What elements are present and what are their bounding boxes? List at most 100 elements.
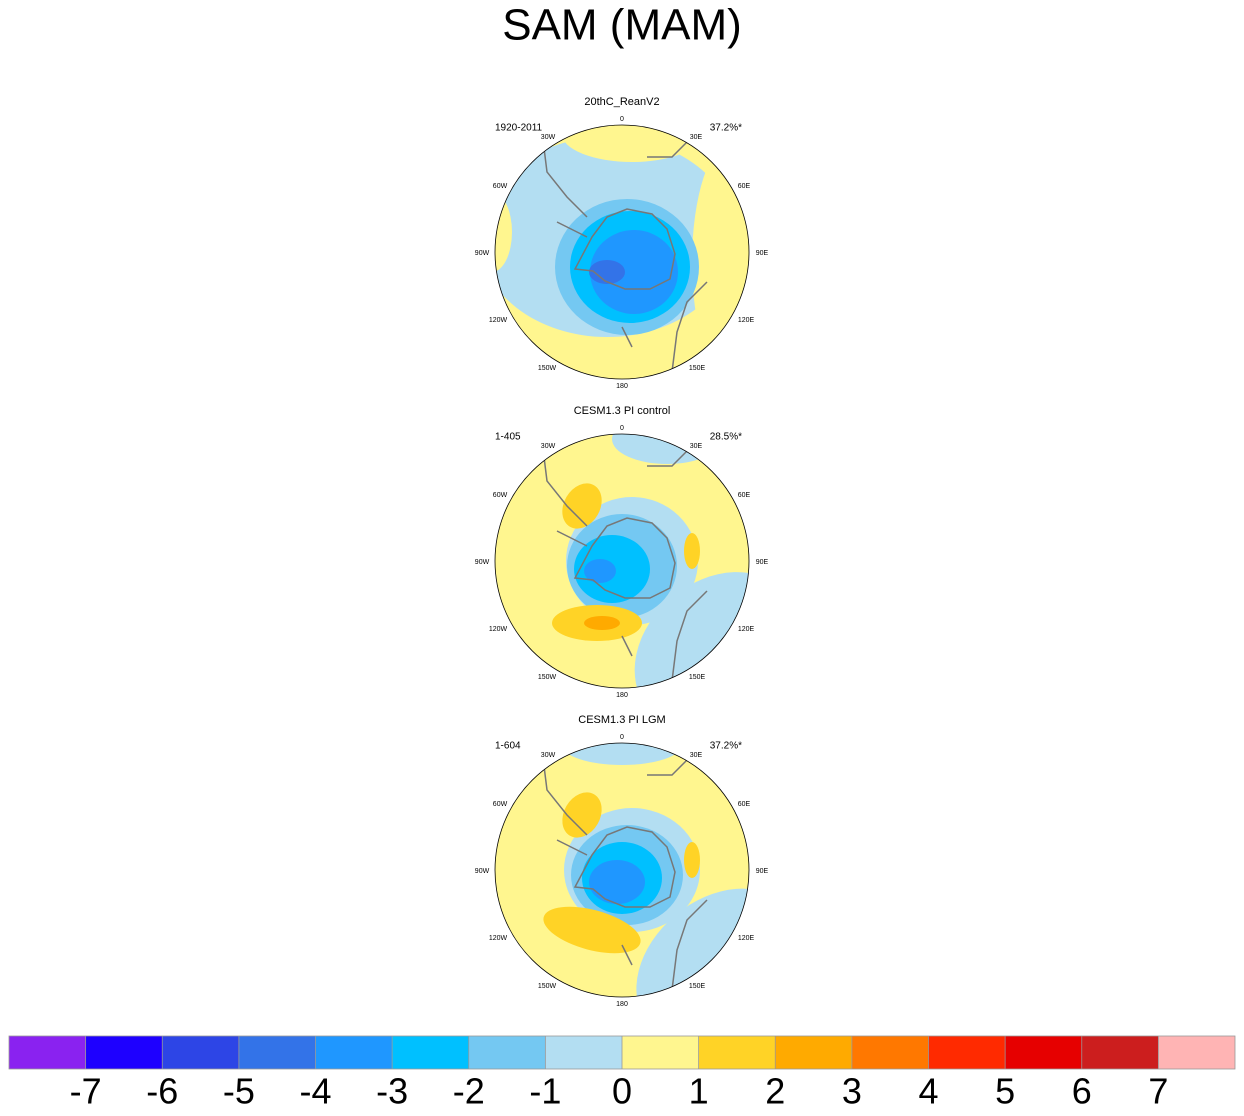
figure-title: SAM (MAM) [502,1,742,50]
lon-label: 150W [538,365,557,372]
colorbar-tick-label: -7 [70,1071,102,1112]
colorbar-box [622,1036,699,1069]
colorbar-box [545,1036,622,1069]
lon-label: 90E [756,559,769,566]
colorbar-tick-label: 4 [918,1071,938,1112]
colorbar-tick-label: -4 [299,1071,331,1112]
lon-label: 30E [690,443,703,450]
panel-variance: 37.2%* [710,123,742,134]
map-panel: CESM1.3 PI LGM 1-604 37.2%* 0 30E 60E 90E 120E 1… [475,714,769,1008]
contour-region [692,142,749,379]
lon-label: 120E [738,317,755,324]
lon-label: 60W [493,492,508,499]
colorbar-box [392,1036,469,1069]
lon-label: 60W [493,801,508,808]
lon-label: 150E [689,983,706,990]
lon-label: 0 [620,425,624,432]
lon-label: 30W [541,443,556,450]
coastline [541,131,708,373]
lon-label: 30E [690,134,703,141]
colorbar-box [85,1036,163,1069]
lon-label: 60E [738,492,751,499]
colorbar-tick-label: 6 [1072,1071,1092,1112]
contour-region [684,533,700,569]
lon-label: 120E [738,935,755,942]
colorbar-tick-label: -6 [146,1071,178,1112]
contour-region [562,483,602,529]
lon-label: 60W [493,183,508,190]
lon-label: 150E [689,365,706,372]
colorbar-box [162,1036,239,1069]
lon-label: 150W [538,674,557,681]
lon-label: 120W [489,626,508,633]
map-border [494,124,750,380]
contour-region [562,792,602,838]
map-border [494,742,750,998]
colorbar-box [851,1036,929,1069]
colorbar-box [1005,1036,1082,1069]
lon-label: 90W [475,868,490,875]
panel-period: 1-405 [495,432,521,443]
lon-label: 90E [756,250,769,257]
panel-title: 20thC_ReanV2 [584,96,659,108]
lon-label: 90W [475,559,490,566]
map-field [495,434,749,688]
panel-title: CESM1.3 PI LGM [578,714,665,726]
colorbar-box [468,1036,546,1069]
colorbar-box [775,1036,852,1069]
lon-label: 180 [616,383,628,390]
lon-label: 150E [689,674,706,681]
colorbar-tick-label: -5 [223,1071,255,1112]
colorbar-box [1081,1036,1159,1069]
lon-label: 30W [541,134,556,141]
contour-region [584,616,620,630]
lon-label: 90E [756,868,769,875]
colorbar-tick-label: -3 [376,1071,408,1112]
lon-label: 30W [541,752,556,759]
colorbar-tick-label: 1 [689,1071,709,1112]
colorbar-box [9,1036,86,1069]
colorbar-tick-label: 5 [995,1071,1015,1112]
contour-region [589,260,625,284]
panel-variance: 28.5%* [710,432,742,443]
lon-label: 30E [690,752,703,759]
contour-region [684,842,700,878]
colorbar-box [1158,1036,1235,1069]
colorbar-box [698,1036,776,1069]
coastline [541,749,708,991]
contour-region [612,434,722,464]
contour-region [562,743,682,765]
colorbar-box [928,1036,1006,1069]
contour-region [495,192,512,272]
colorbar-tick-label: 7 [1148,1071,1168,1112]
lon-label: 0 [620,116,624,123]
lon-label: 120E [738,626,755,633]
map-panel: 20thC_ReanV2 1920-2011 37.2%* 0 30E 60E 90E 120… [475,96,769,390]
panel-period: 1920-2011 [495,123,543,134]
lon-label: 180 [616,1001,628,1008]
colorbar-tick-label: -2 [453,1071,485,1112]
contour-region [562,125,702,162]
lon-label: 60E [738,801,751,808]
panel-variance: 37.2%* [710,741,742,752]
lon-label: 150W [538,983,557,990]
colorbar-box [238,1036,316,1069]
lon-label: 0 [620,734,624,741]
lon-label: 60E [738,183,751,190]
colorbar-tick-label: 3 [842,1071,862,1112]
contour-region [584,559,616,583]
colorbar-tick-label: 0 [612,1071,632,1112]
colorbar-box [315,1036,393,1069]
map-panel: CESM1.3 PI control 1-405 28.5%* 0 30E 60E 90E 1… [475,405,769,699]
coastline [541,440,708,682]
contour-region [543,906,641,954]
colorbar-tick-label: -1 [529,1071,561,1112]
map-field [495,743,749,997]
panel-title: CESM1.3 PI control [574,405,671,417]
panel-period: 1-604 [495,741,521,752]
lon-label: 180 [616,692,628,699]
lon-label: 120W [489,935,508,942]
map-field [495,125,749,379]
contour-region [590,230,678,314]
